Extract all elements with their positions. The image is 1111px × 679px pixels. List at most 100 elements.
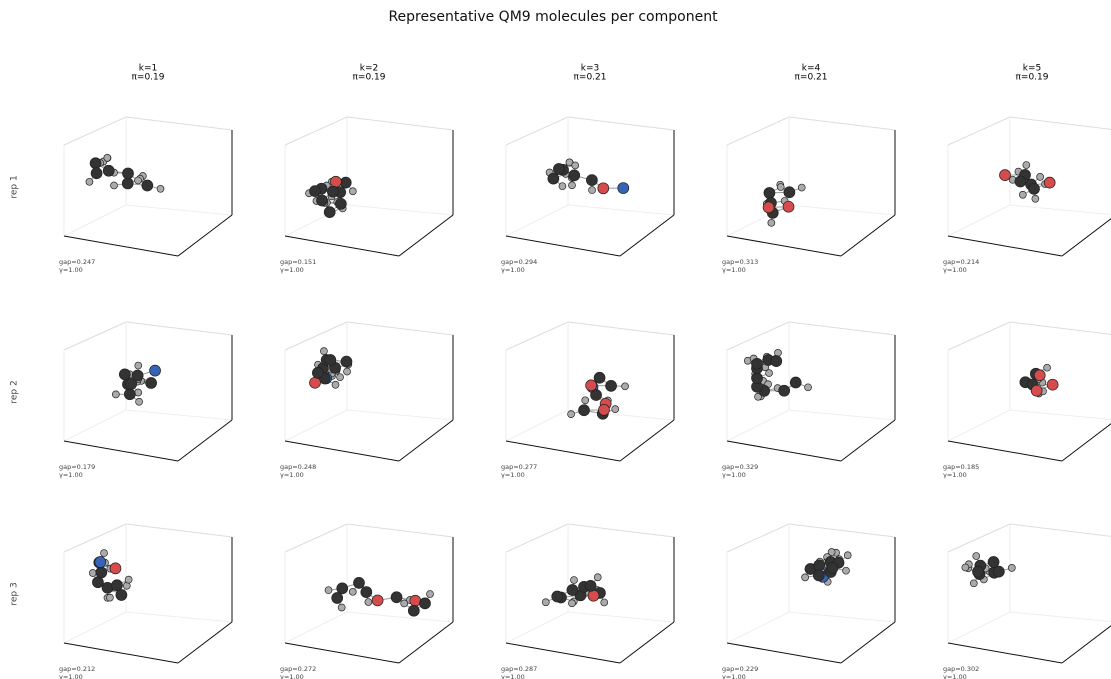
gamma-label: γ=1.00 <box>722 673 746 679</box>
axis-edge <box>727 236 841 256</box>
heavy-atom <box>783 201 794 212</box>
axis-edge <box>948 205 1010 236</box>
heavy-atom <box>327 186 338 197</box>
axis-edge <box>727 441 841 461</box>
hydrogen-atom <box>337 374 344 381</box>
gap-label: gap=0.329 <box>722 463 758 471</box>
axis-edge <box>568 322 674 335</box>
gap-label: gap=0.277 <box>501 463 537 471</box>
axis-edge <box>789 524 895 537</box>
hydrogen-atom <box>320 348 327 355</box>
gamma-label: γ=1.00 <box>501 471 525 479</box>
hydrogen-atom <box>157 185 164 192</box>
panel: gap=0.248γ=1.00 <box>280 322 453 479</box>
hydrogen-atom <box>844 552 851 559</box>
axis-edge <box>285 236 399 256</box>
heavy-atom <box>122 178 133 189</box>
axis-edge <box>126 205 232 215</box>
heavy-atom <box>779 385 790 396</box>
heavy-atom <box>116 590 127 601</box>
heavy-atom <box>146 377 157 388</box>
hydrogen-atom <box>136 398 143 405</box>
hydrogen-atom <box>401 600 408 607</box>
gap-label: gap=0.313 <box>722 258 758 266</box>
axis-edge <box>727 322 789 350</box>
heavy-atom <box>132 370 143 381</box>
axis-edge <box>399 622 453 663</box>
axis-edge <box>568 117 674 130</box>
heavy-atom <box>372 595 383 606</box>
hydrogen-atom <box>101 550 108 557</box>
hydrogen-atom <box>1008 564 1015 571</box>
gamma-label: γ=1.00 <box>943 471 967 479</box>
axis-edge <box>126 117 232 130</box>
heavy-atom <box>988 557 999 568</box>
heavy-atom <box>763 202 774 213</box>
panel: gap=0.247γ=1.00 <box>59 117 232 274</box>
axis-edge <box>948 322 1010 350</box>
hydrogen-atom <box>559 183 566 190</box>
heavy-atom <box>353 577 364 588</box>
axis-edge <box>126 612 232 622</box>
hydrogen-atom <box>135 362 142 369</box>
axis-edge <box>285 117 347 145</box>
hydrogen-atom <box>104 154 111 161</box>
gap-label: gap=0.151 <box>280 258 316 266</box>
axis-edge <box>506 322 568 350</box>
gap-label: gap=0.212 <box>59 665 95 673</box>
axis-edge <box>506 643 620 663</box>
heavy-atom <box>391 592 402 603</box>
gamma-label: γ=1.00 <box>722 471 746 479</box>
heavy-atom <box>588 590 599 601</box>
axis-edge <box>285 643 399 663</box>
axis-edge <box>64 236 178 256</box>
heavy-atom <box>764 187 775 198</box>
hydrogen-atom <box>973 553 980 560</box>
hydrogen-atom <box>612 406 619 413</box>
heavy-atom <box>567 584 578 595</box>
hydrogen-atom <box>338 604 345 611</box>
panel: gap=0.229γ=1.00 <box>722 524 895 679</box>
heavy-atom <box>591 390 602 401</box>
figure: Representative QM9 molecules per compone… <box>0 0 1111 679</box>
heavy-atom <box>361 587 372 598</box>
axis-edge <box>620 622 674 663</box>
axis-edge <box>64 410 126 441</box>
axis-edge <box>347 205 453 215</box>
hydrogen-atom <box>349 188 356 195</box>
hydrogen-atom <box>1044 364 1051 371</box>
gamma-label: γ=1.00 <box>59 673 83 679</box>
axis-edge <box>64 441 178 461</box>
heavy-atom <box>618 183 629 194</box>
axis-edge <box>64 524 126 552</box>
axis-edge <box>1062 215 1111 256</box>
axis-edge <box>126 410 232 420</box>
heavy-atom <box>1034 370 1045 381</box>
column-pi: π=0.19 <box>1016 73 1049 83</box>
axis-edge <box>285 441 399 461</box>
hydrogen-atom <box>962 564 969 571</box>
heavy-atom <box>112 580 123 591</box>
heavy-atom <box>790 377 801 388</box>
hydrogen-atom <box>777 184 784 191</box>
heavy-atom <box>341 356 352 367</box>
heavy-atom <box>340 177 351 188</box>
hydrogen-atom <box>1037 173 1044 180</box>
heavy-atom <box>312 367 323 378</box>
axis-edge <box>948 117 1010 145</box>
heavy-atom <box>1015 176 1026 187</box>
heavy-atom <box>599 404 610 415</box>
axis-edge <box>178 420 232 461</box>
column-pi: π=0.19 <box>353 73 386 83</box>
hydrogen-atom <box>112 391 119 398</box>
hydrogen-atom <box>572 162 579 169</box>
axis-edge <box>727 643 841 663</box>
hydrogen-atom <box>970 580 977 587</box>
gamma-label: γ=1.00 <box>722 266 746 274</box>
heavy-atom <box>325 355 336 366</box>
hydrogen-atom <box>349 588 356 595</box>
axis-edge <box>568 205 674 215</box>
heavy-atom <box>410 595 421 606</box>
